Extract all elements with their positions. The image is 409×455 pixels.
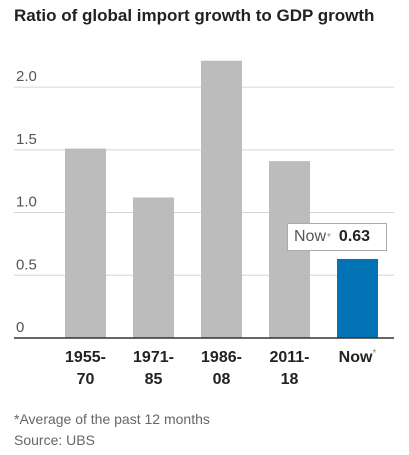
y-tick-label: 2.0 bbox=[16, 68, 37, 85]
x-tick-label: 2011- bbox=[269, 349, 309, 366]
chart-title: Ratio of global import growth to GDP gro… bbox=[14, 6, 375, 25]
x-tick-label: 1955- bbox=[65, 349, 106, 366]
now-value-callout: Now * 0.63 bbox=[287, 223, 387, 251]
x-tick-label: 1986- bbox=[201, 349, 242, 366]
x-tick-label: 70 bbox=[77, 371, 95, 388]
y-tick-label: 1.5 bbox=[16, 131, 37, 148]
bar bbox=[201, 60, 242, 338]
bar bbox=[337, 258, 378, 338]
bar bbox=[133, 197, 174, 338]
bar bbox=[65, 148, 106, 338]
footnote: *Average of the past 12 months bbox=[14, 411, 210, 427]
source-note: Source: UBS bbox=[14, 432, 95, 448]
callout-marker: * bbox=[327, 231, 331, 243]
x-tick-label: 08 bbox=[213, 371, 231, 388]
callout-value: 0.63 bbox=[338, 228, 371, 245]
x-tick-label: 85 bbox=[145, 371, 163, 388]
y-tick-label: 1.0 bbox=[16, 194, 37, 211]
callout-label: Now bbox=[294, 228, 327, 245]
bar-chart: 0 0.5 1.0 1.5 2.0 1955- 70 1971- 85 1986- 08 2011- 1… bbox=[14, 60, 394, 388]
x-tick-label: 18 bbox=[281, 371, 299, 388]
y-tick-label: 0 bbox=[16, 319, 24, 336]
x-tick-label: 1971- bbox=[133, 349, 174, 366]
y-tick-label: 0.5 bbox=[16, 256, 37, 273]
x-tick-label: Now* bbox=[339, 348, 377, 366]
